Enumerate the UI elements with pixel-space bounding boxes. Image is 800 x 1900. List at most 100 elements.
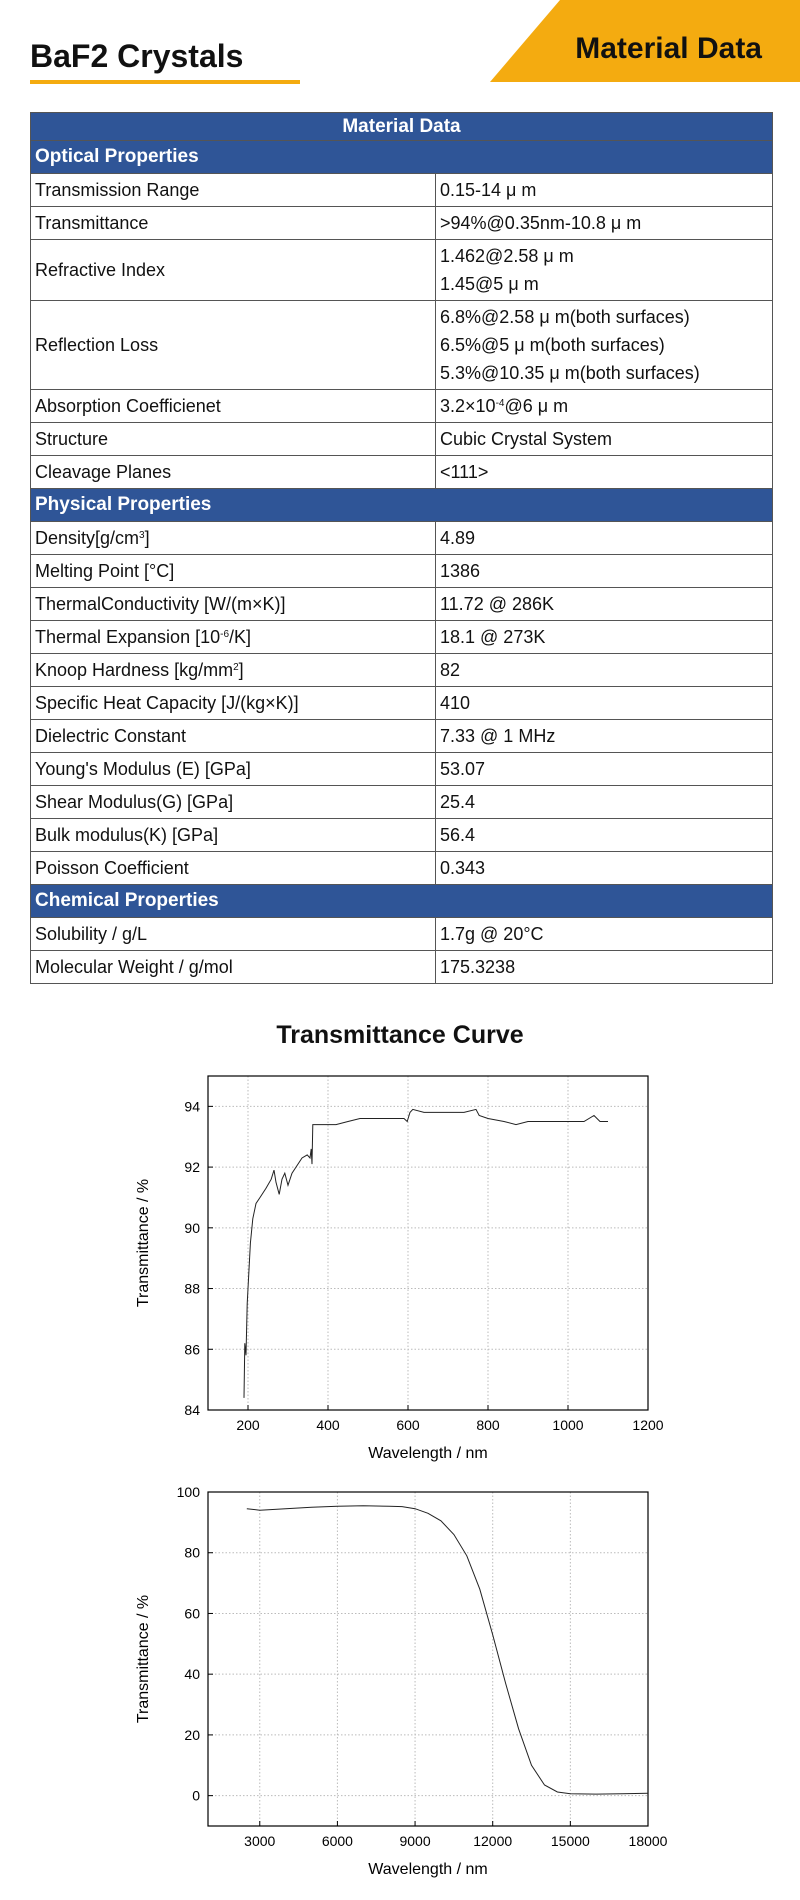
property-name: Dielectric Constant xyxy=(30,719,436,753)
property-name: Poisson Coefficient xyxy=(30,851,436,885)
table-row: Reflection Loss 6.8%@2.58 μ m(both surfac… xyxy=(30,300,773,390)
value-line: 1.7g @ 20°C xyxy=(440,924,544,944)
value-line: 6.5%@5 μ m(both surfaces) xyxy=(440,335,665,355)
property-value: Cubic Crystal System xyxy=(435,422,773,456)
value-line: 56.4 xyxy=(440,825,476,845)
property-value: 82 xyxy=(435,653,773,687)
property-name: ThermalConductivity [W/(m×K)] xyxy=(30,587,436,621)
property-value: 7.33 @ 1 MHz xyxy=(435,719,773,753)
uv-transmittance-chart: 200 400 600 800 1000 1200 84 86 88 90 92 94 Waveleng… xyxy=(135,1075,664,1462)
table-row: Knoop Hardness [kg/mm2] 82 xyxy=(30,653,773,687)
value-line: 1.462@2.58 μ m xyxy=(440,246,574,266)
property-name: Transmittance xyxy=(30,206,436,240)
property-value: <111> xyxy=(435,455,773,489)
table-row: Solubility / g/L 1.7g @ 20°C xyxy=(30,917,773,951)
plot-frame xyxy=(207,1491,649,1827)
table-row: Absorption Coefficienet 3.2×10-4@6 μ m xyxy=(30,389,773,423)
banner-title: Material Data xyxy=(575,32,762,65)
table-row: Molecular Weight / g/mol 175.3238 xyxy=(30,950,773,984)
value-line: Cubic Crystal System xyxy=(440,429,613,449)
material-data-table: Material Data Optical Properties Transmis… xyxy=(30,112,773,984)
property-value: 4.89 xyxy=(435,521,773,555)
property-value: 6.8%@2.58 μ m(both surfaces) 6.5%@5 μ m(b… xyxy=(435,300,773,390)
y-tick-label: 0 xyxy=(192,1788,200,1804)
table-row: Refractive Index 1.462@2.58 μ m 1.45@5 μ m xyxy=(30,239,773,301)
property-value: 0.15-14 μ m xyxy=(435,173,773,207)
y-tick-label: 100 xyxy=(177,1484,201,1500)
y-tick-label: 90 xyxy=(184,1220,200,1236)
curve-title: Transmittance Curve xyxy=(276,1021,524,1049)
value-line: 82 xyxy=(440,660,461,680)
plot-frame xyxy=(207,1075,649,1411)
table-row: Transmission Range 0.15-14 μ m xyxy=(30,173,773,207)
value-line: 0.343 xyxy=(440,858,486,878)
value-line: 1.45@5 μ m xyxy=(440,274,539,294)
transmittance-line xyxy=(246,1505,649,1795)
value-line: >94%@0.35nm-10.8 μ m xyxy=(440,213,642,233)
section-title: Chemical Properties xyxy=(30,884,773,918)
property-name: Knoop Hardness [kg/mm2] xyxy=(30,653,436,687)
property-value: 53.07 xyxy=(435,752,773,786)
table-row: ThermalConductivity [W/(m×K)] 11.72 @ 286… xyxy=(30,587,773,621)
table-row: Bulk modulus(K) [GPa] 56.4 xyxy=(30,818,773,852)
property-name: Melting Point [°C] xyxy=(30,554,436,588)
x-tick-label: 200 xyxy=(236,1417,260,1433)
y-tick-label: 88 xyxy=(184,1281,200,1297)
property-name: Young's Modulus (E) [GPa] xyxy=(30,752,436,786)
table-row: Poisson Coefficient 0.343 xyxy=(30,851,773,885)
value-line: 6.8%@2.58 μ m(both surfaces) xyxy=(440,307,690,327)
x-tick-label: 1200 xyxy=(632,1417,663,1433)
property-name: Bulk modulus(K) [GPa] xyxy=(30,818,436,852)
x-tick-label: 600 xyxy=(396,1417,420,1433)
value-line: <111> xyxy=(440,462,489,482)
ir-transmittance-chart: 3000 6000 9000 12000 15000 18000 0 20 40 60 80 100 W… xyxy=(135,1484,668,1878)
property-name: Structure xyxy=(30,422,436,456)
table-row: Transmittance >94%@0.35nm-10.8 μ m xyxy=(30,206,773,240)
section-title: Optical Properties xyxy=(30,140,773,174)
x-tick-label: 400 xyxy=(316,1417,340,1433)
value-line: 11.72 @ 286K xyxy=(440,594,555,614)
x-tick-label: 18000 xyxy=(629,1833,668,1849)
value-line: 410 xyxy=(440,693,471,713)
value-line: 1386 xyxy=(440,561,481,581)
transmittance-line xyxy=(243,1108,608,1398)
property-name: Specific Heat Capacity [J/(kg×K)] xyxy=(30,686,436,720)
y-axis-label: Transmittance / % xyxy=(135,1179,152,1307)
table-row: Cleavage Planes <111> xyxy=(30,455,773,489)
property-value: 1.462@2.58 μ m 1.45@5 μ m xyxy=(435,239,773,301)
table-row: Melting Point [°C] 1386 xyxy=(30,554,773,588)
value-line: 53.07 xyxy=(440,759,486,779)
property-value: 56.4 xyxy=(435,818,773,852)
section-header: Optical Properties xyxy=(30,140,773,174)
value-line: 4.89 xyxy=(440,528,476,548)
property-value: 410 xyxy=(435,686,773,720)
property-name: Refractive Index xyxy=(30,239,436,301)
x-axis-label: Wavelength / nm xyxy=(368,1445,487,1462)
table-row: Shear Modulus(G) [GPa] 25.4 xyxy=(30,785,773,819)
y-axis-label: Transmittance / % xyxy=(135,1595,152,1723)
property-name: Shear Modulus(G) [GPa] xyxy=(30,785,436,819)
value-line: 25.4 xyxy=(440,792,476,812)
y-tick-label: 40 xyxy=(184,1666,200,1682)
property-name: Absorption Coefficienet xyxy=(30,389,436,423)
x-tick-label: 6000 xyxy=(322,1833,353,1849)
y-tick-label: 80 xyxy=(184,1545,200,1561)
value-line: 0.15-14 μ m xyxy=(440,180,537,200)
property-value: 11.72 @ 286K xyxy=(435,587,773,621)
property-name: Thermal Expansion [10-6/K] xyxy=(30,620,436,654)
value-line: 18.1 @ 273K xyxy=(440,627,546,647)
value-line: 3.2×10-4@6 μ m xyxy=(440,396,569,416)
title-underline xyxy=(30,80,300,84)
table-title-row: Material Data xyxy=(30,112,773,141)
property-name: Density[g/cm3] xyxy=(30,521,436,555)
table-row: Structure Cubic Crystal System xyxy=(30,422,773,456)
page-title: BaF2 Crystals xyxy=(30,38,244,74)
y-tick-label: 92 xyxy=(184,1159,200,1175)
section-header: Chemical Properties xyxy=(30,884,773,918)
property-value: 1.7g @ 20°C xyxy=(435,917,773,951)
property-value: 0.343 xyxy=(435,851,773,885)
y-tick-label: 84 xyxy=(184,1402,200,1418)
table-row: Specific Heat Capacity [J/(kg×K)] 410 xyxy=(30,686,773,720)
table-row: Density[g/cm3] 4.89 xyxy=(30,521,773,555)
x-tick-label: 1000 xyxy=(552,1417,583,1433)
